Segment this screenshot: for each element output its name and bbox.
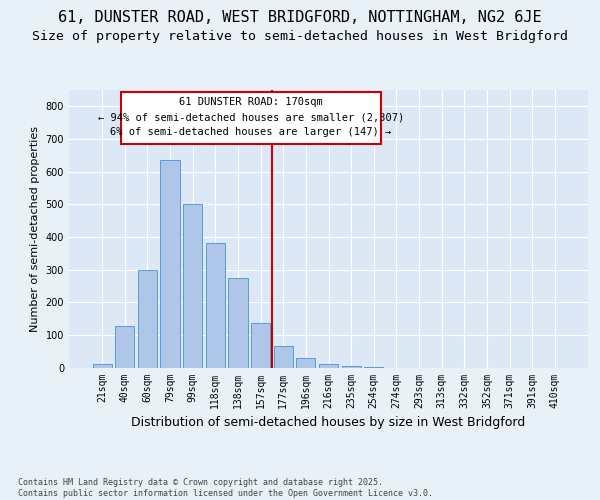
Bar [251,324,270,368]
Text: Size of property relative to semi-detached houses in West Bridgford: Size of property relative to semi-detach… [32,30,568,43]
Bar [341,366,361,368]
Text: Contains HM Land Registry data © Crown copyright and database right 2025.
Contai: Contains HM Land Registry data © Crown c… [18,478,433,498]
Y-axis label: Number of semi-detached properties: Number of semi-detached properties [30,126,40,332]
Bar [229,278,248,368]
Bar [296,358,316,368]
Bar [138,270,157,368]
Bar [115,326,134,368]
FancyBboxPatch shape [121,92,380,144]
Text: 61 DUNSTER ROAD: 170sqm: 61 DUNSTER ROAD: 170sqm [179,97,323,107]
Text: 61, DUNSTER ROAD, WEST BRIDGFORD, NOTTINGHAM, NG2 6JE: 61, DUNSTER ROAD, WEST BRIDGFORD, NOTTIN… [58,10,542,25]
Bar [92,364,112,368]
X-axis label: Distribution of semi-detached houses by size in West Bridgford: Distribution of semi-detached houses by … [131,416,526,429]
Bar [183,204,202,368]
Bar [274,346,293,368]
Text: 6% of semi-detached houses are larger (147) →: 6% of semi-detached houses are larger (1… [110,128,392,138]
Bar [206,244,225,368]
Text: ← 94% of semi-detached houses are smaller (2,307): ← 94% of semi-detached houses are smalle… [98,112,404,122]
Bar [319,364,338,368]
Bar [160,160,180,368]
Bar [364,367,383,368]
